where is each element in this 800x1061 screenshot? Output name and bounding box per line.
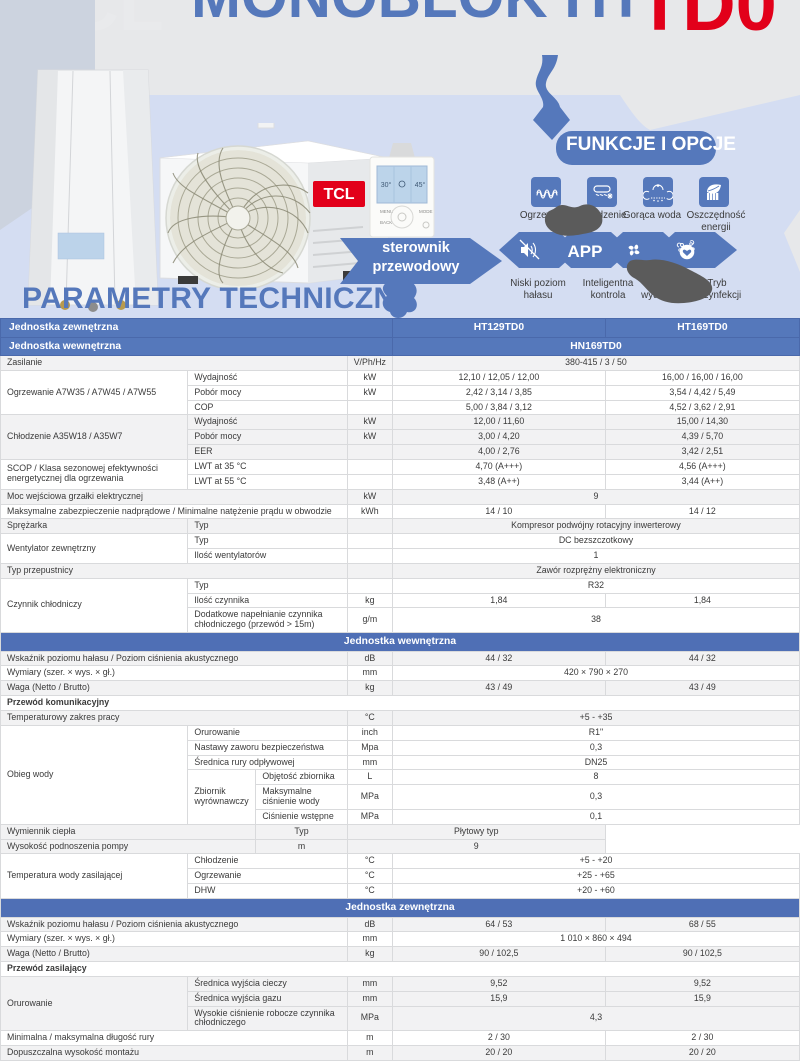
svg-text:45°: 45° <box>415 181 426 189</box>
svg-text:BACK: BACK <box>380 220 392 225</box>
svg-text:MODE: MODE <box>419 209 433 214</box>
svg-text:30°: 30° <box>381 181 392 189</box>
svg-text:TCL: TCL <box>323 186 354 203</box>
